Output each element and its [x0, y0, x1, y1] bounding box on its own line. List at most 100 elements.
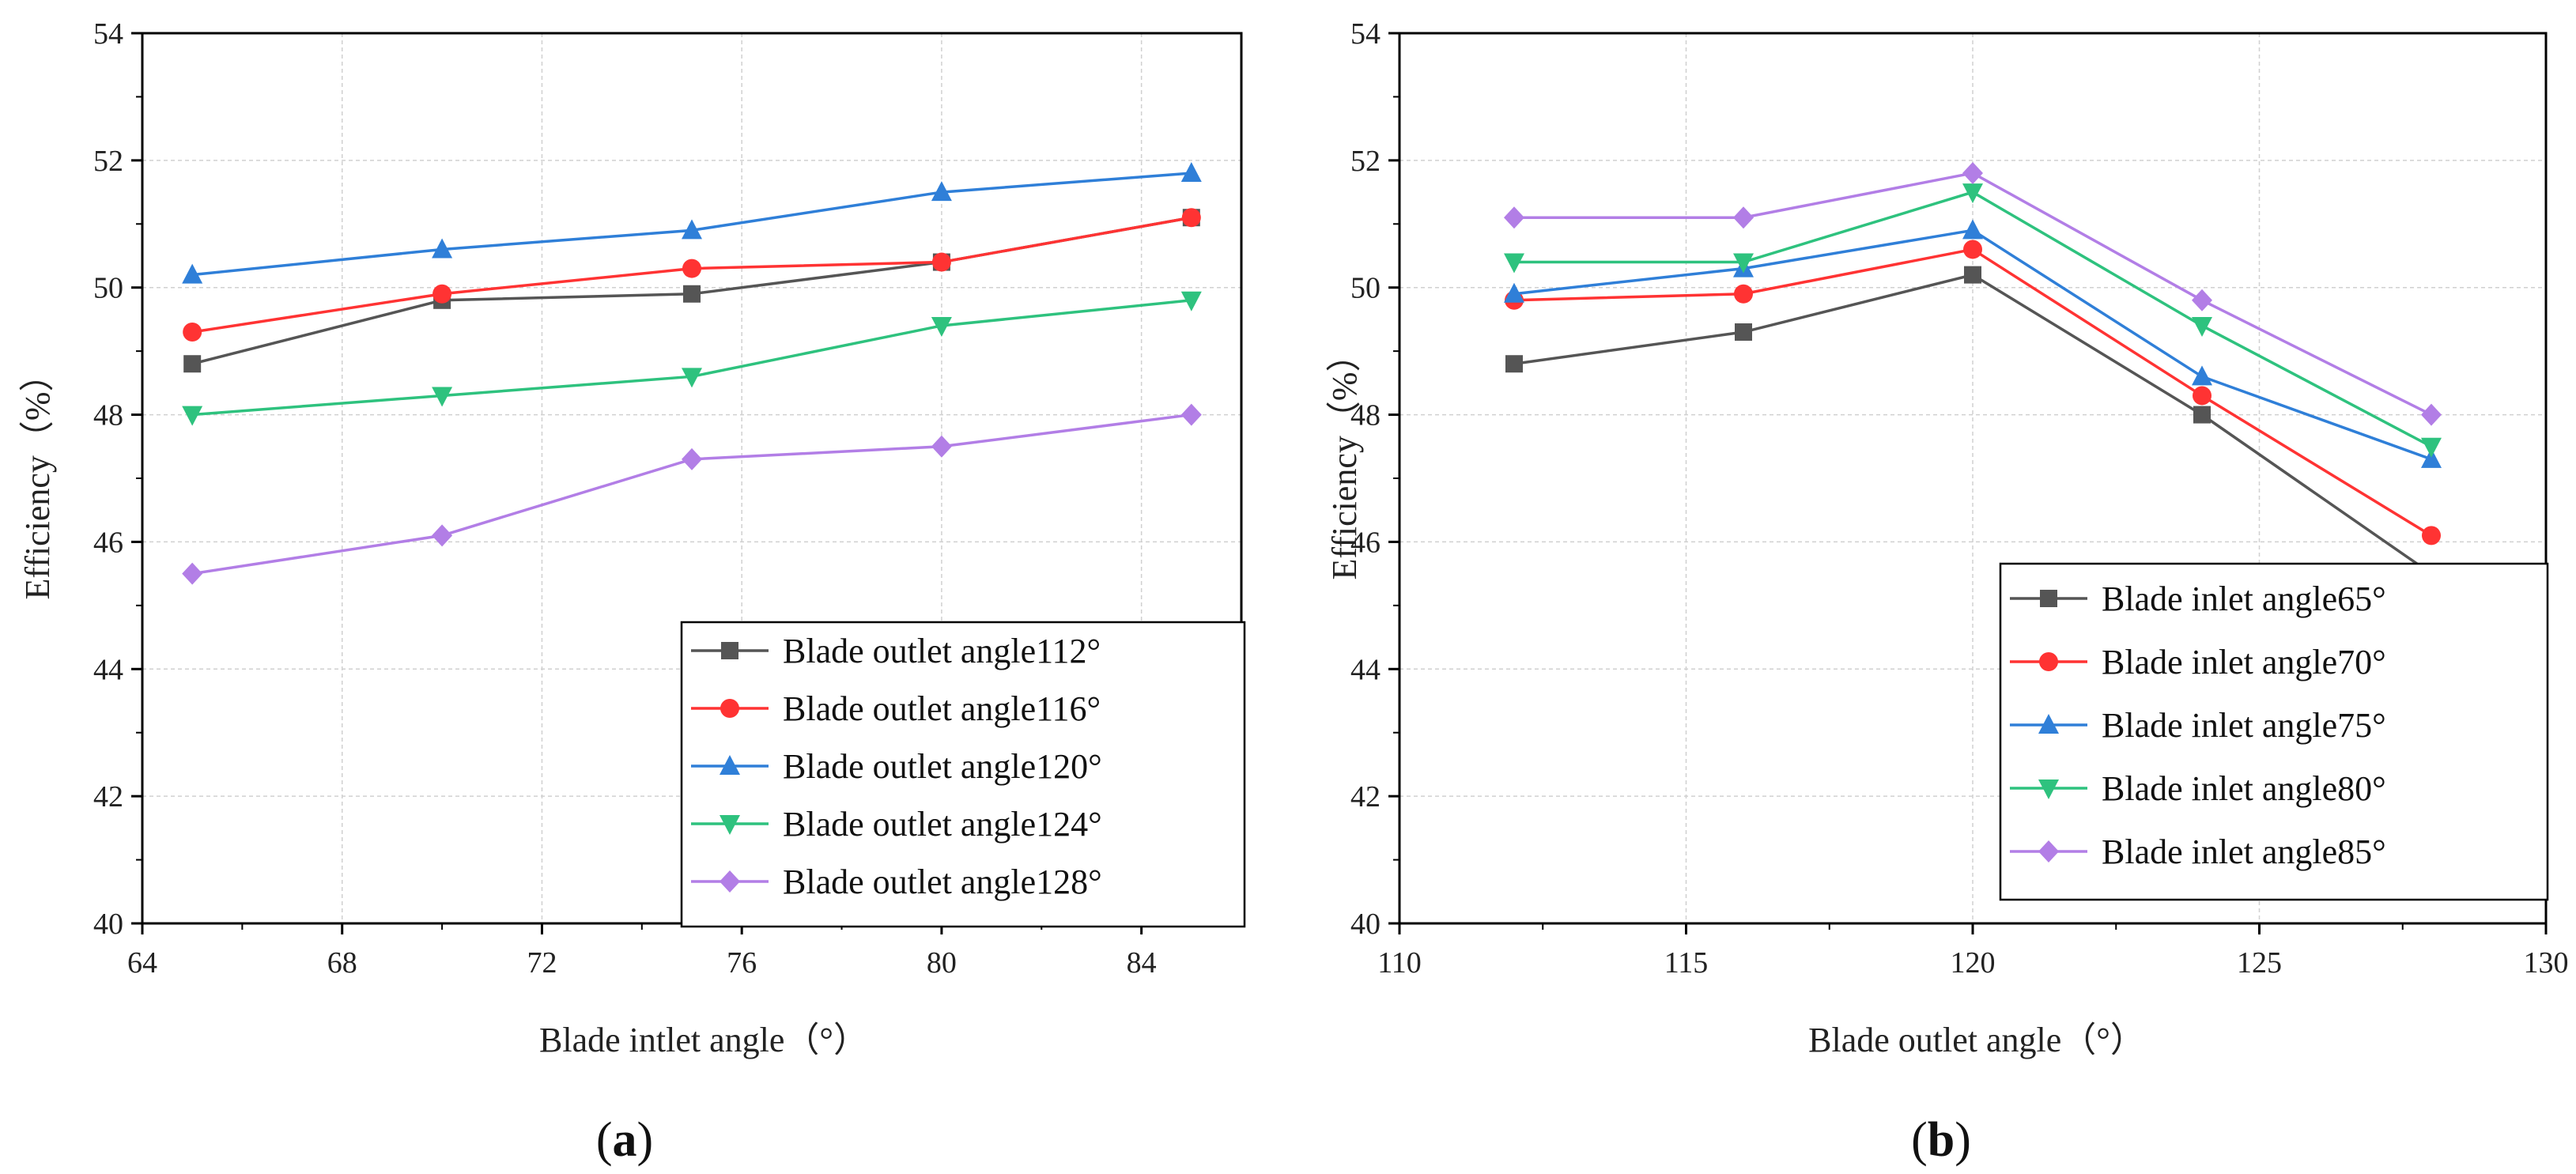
panel-b-data-point — [2193, 386, 2212, 406]
panel-a-x-tick-label: 68 — [327, 946, 357, 980]
panel-b-x-tick-label: 125 — [2237, 946, 2282, 980]
panel-b-series-3 — [1504, 219, 2442, 468]
panel-a-series-3 — [182, 161, 1202, 284]
panel-b-legend-marker — [2040, 590, 2057, 607]
panel-a-data-point — [931, 181, 952, 202]
panel-b-legend-marker — [2039, 652, 2058, 671]
panel-a-legend-marker — [720, 870, 740, 893]
panel-a-label-letter: a — [613, 1113, 637, 1167]
panel-a-x-tick-label: 72 — [527, 946, 557, 980]
panel-b-data-point — [1964, 266, 1981, 284]
panel-a-legend-marker — [720, 755, 740, 775]
panel-a-x-tick-label: 64 — [127, 946, 157, 980]
panel-a-data-point — [1180, 403, 1202, 426]
panel-a-y-tick-label: 44 — [93, 653, 123, 686]
panel-b-data-point — [2192, 289, 2212, 311]
panel-b-legend-label: Blade inlet angle70° — [2102, 643, 2386, 681]
panel-b-y-tick-label: 52 — [1350, 145, 1381, 178]
panel-b-data-point — [1504, 282, 1524, 303]
panel-a-series-2 — [183, 208, 1201, 342]
panel-b-data-point — [1733, 253, 1754, 274]
panel-a-legend-item: Blade outlet angle120° — [691, 747, 1102, 786]
panel-a-x-tick-label: 80 — [927, 946, 957, 980]
panel-b-series-4 — [1504, 183, 2442, 458]
panel-a-legend-label: Blade outlet angle120° — [783, 747, 1102, 786]
panel-b-data-point — [1734, 284, 1753, 304]
panel-b-legend-item: Blade inlet angle65° — [2010, 579, 2386, 618]
panel-b-legend: Blade inlet angle65° Blade inlet angle70°… — [1999, 562, 2549, 901]
panel-a-data-point — [183, 355, 202, 373]
panel-a-y-tick-label: 48 — [93, 399, 123, 432]
panel-a-data-point — [1180, 291, 1202, 311]
panel-a-data-point — [683, 285, 701, 303]
panel-a-series-line — [191, 413, 1192, 576]
panel-a-legend-item: Blade outlet angle112° — [691, 632, 1101, 670]
panel-b-data-point — [1505, 355, 1523, 373]
panel-b-data-point — [2193, 406, 2211, 424]
panel-b-label-close-paren: ) — [1955, 1113, 1971, 1167]
panel-a-label: (a) — [596, 1113, 653, 1167]
panel-b-legend-label: Blade inlet angle80° — [2102, 769, 2386, 808]
panel-b-x-tick-label: 130 — [2524, 946, 2569, 980]
panel-a-data-point — [682, 447, 702, 470]
panel-a-data-point — [682, 259, 701, 278]
panel-b-x-tick-label: 115 — [1664, 946, 1709, 980]
panel-b-legend-marker — [2038, 780, 2059, 799]
panel-a-series-5 — [182, 403, 1202, 585]
panel-a-legend-item: Blade outlet angle128° — [691, 863, 1102, 901]
panel-b-legend-label: Blade inlet angle65° — [2102, 579, 2386, 618]
panel-a-y-tick-label: 52 — [93, 145, 123, 178]
panel-b-data-point — [2421, 447, 2442, 468]
panel-b-y-tick-label: 42 — [1350, 780, 1381, 813]
panel-b-data-point — [1962, 219, 1983, 240]
panel-b-data-point — [1962, 183, 1983, 204]
panel-a-legend-label: Blade outlet angle116° — [783, 689, 1101, 728]
panel-a-data-point — [682, 219, 702, 240]
panel-b-y-tick-label: 54 — [1350, 17, 1381, 51]
panel-a-series-4 — [182, 291, 1202, 426]
panel-b-data-point — [2421, 403, 2442, 426]
panel-b-y-axis-title: Efficiency（%） — [1325, 337, 1364, 579]
panel-b-x-axis-title: Blade outlet angle（°） — [1808, 1021, 2145, 1059]
panel-a-x-tick-label: 84 — [1127, 946, 1157, 980]
panel-a-legend-marker — [720, 815, 740, 835]
panel-a-legend-label: Blade outlet angle124° — [783, 805, 1102, 844]
panel-a-legend-marker — [720, 699, 739, 718]
panel-b-data-point — [1735, 323, 1752, 342]
panel-b-series-1 — [1505, 266, 2440, 583]
panel-a-x-tick-label: 76 — [727, 946, 757, 980]
panel-a-data-point — [931, 435, 952, 458]
panel-a-y-tick-label: 54 — [93, 17, 123, 51]
panel-b-x-tick-label: 120 — [1951, 946, 1996, 980]
panel-b-data-point — [1504, 253, 1524, 274]
panel-b-label-open-paren: ( — [1911, 1113, 1928, 1167]
panel-a-data-point — [432, 284, 452, 304]
panel-b-data-point — [1733, 206, 1754, 229]
panel-a-data-point — [182, 406, 203, 426]
panel-a-x-axis-title: Blade intlet angle（°） — [539, 1021, 868, 1059]
panel-b-data-point — [2422, 526, 2441, 545]
chart-panel-b: 110 115 120 125 130 40 42 44 46 48 50 52 54 Blade out… — [1325, 17, 2569, 1167]
panel-a-y-tick-label: 50 — [93, 272, 123, 305]
panel-b-legend-label: Blade inlet angle75° — [2102, 706, 2386, 745]
panel-b-legend-marker — [2038, 714, 2059, 734]
panel-a-data-point — [182, 263, 203, 284]
panel-a-y-tick-label: 42 — [93, 780, 123, 813]
panel-a-legend: Blade outlet angle112° Blade outlet angle… — [680, 621, 1246, 928]
panel-b-data-point — [1963, 240, 1982, 259]
panel-a-data-point — [1181, 208, 1201, 228]
panel-b-data-point — [2192, 365, 2212, 386]
panel-b-legend-box — [1999, 562, 2549, 901]
panel-a-y-axis-title: Efficiency（%） — [18, 357, 57, 599]
panel-b-data-point — [2192, 316, 2212, 337]
panel-b-legend-item: Blade inlet angle80° — [2010, 769, 2386, 808]
panel-b-label-letter: b — [1928, 1113, 1955, 1167]
panel-a-data-point — [183, 323, 202, 342]
panel-a-legend-label: Blade outlet angle128° — [783, 863, 1102, 901]
panel-b-y-tick-label: 44 — [1350, 653, 1381, 686]
panel-a-legend-marker — [721, 642, 738, 659]
panel-a-legend-label: Blade outlet angle112° — [783, 632, 1101, 670]
panel-a-data-point — [432, 524, 453, 547]
panel-b-legend-item: Blade inlet angle70° — [2010, 643, 2386, 681]
